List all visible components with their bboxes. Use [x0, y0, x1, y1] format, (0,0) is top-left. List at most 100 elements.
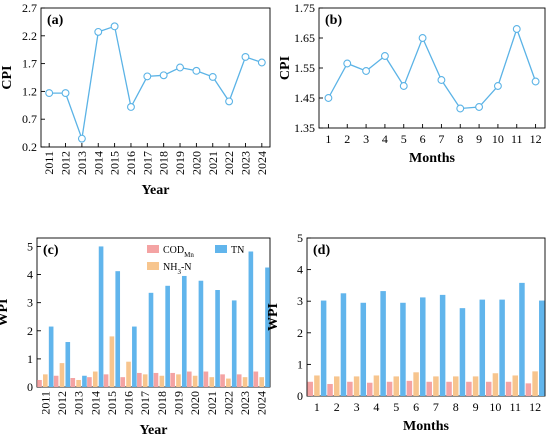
x-tick-label: 2013	[75, 151, 89, 175]
x-tick-label: 2019	[173, 151, 187, 175]
x-tick-label: 2012	[55, 391, 69, 415]
bar-cod	[386, 381, 393, 396]
bar-cod	[466, 381, 472, 396]
bar-nh3	[126, 361, 131, 387]
y-tick-label: 1	[297, 357, 303, 371]
legend-item-cod: CODMn	[147, 245, 194, 259]
x-tick-label: 10	[489, 400, 501, 414]
data-point	[61, 89, 70, 98]
data-point	[127, 103, 135, 111]
plot-frame	[318, 7, 546, 129]
x-tick-label: 2015	[105, 391, 119, 415]
data-point	[208, 72, 217, 81]
bar-tn	[48, 326, 54, 387]
bar-nh3	[92, 371, 98, 387]
y-tick-label: 5	[297, 231, 303, 245]
bar-cod	[87, 377, 92, 387]
y-tick-label: 0.7	[22, 112, 37, 126]
y-axis-title: CPI	[0, 65, 15, 89]
bar-cod	[505, 381, 512, 396]
x-tick-label: 2020	[188, 391, 202, 415]
legend-label: TN	[231, 245, 244, 256]
legend: CODMn TN NH3-N	[147, 245, 244, 276]
bar-tn	[132, 326, 137, 387]
x-tick-label: 1	[314, 400, 320, 414]
x-tick-label: 4	[382, 132, 388, 146]
bar-nh3	[76, 379, 81, 387]
legend-item-tn: TN	[215, 245, 244, 256]
bar-cod	[446, 381, 452, 396]
x-tick-label: 6	[420, 132, 426, 146]
bar-cod	[137, 372, 142, 387]
bar-nh3	[512, 375, 518, 396]
y-tick-label: 2.7	[22, 1, 37, 15]
data-point	[418, 34, 427, 42]
bar-tn	[181, 275, 187, 387]
data-point	[45, 89, 54, 98]
x-tick-label: 2021	[205, 391, 219, 415]
chart-panel-b: 1.351.451.551.651.751 2 3 4 5 6 7 8 9 10 11 12Month…	[278, 1, 546, 166]
plot-frame	[36, 237, 271, 388]
data-point	[176, 63, 184, 72]
bar-nh3	[472, 376, 479, 396]
y-tick-label: 2.2	[22, 29, 37, 43]
y-tick-label: 2	[27, 324, 33, 338]
data-point	[380, 52, 389, 60]
bar-tn	[380, 291, 386, 396]
legend-item-nh3: NH3-N	[147, 262, 192, 276]
x-tick-label: 12	[529, 400, 541, 414]
legend-swatch	[215, 245, 227, 253]
bar-cod	[525, 383, 532, 396]
bar-tn	[248, 251, 254, 387]
data-point	[324, 94, 333, 102]
x-tick-label: 5	[401, 132, 407, 146]
bar-cod	[253, 371, 259, 387]
bar-tn	[479, 299, 486, 396]
bar-nh3	[373, 375, 380, 396]
panel-label: (d)	[313, 243, 330, 258]
data-point	[94, 27, 103, 36]
bar-nh3	[43, 374, 48, 387]
y-tick-label: 2	[297, 326, 303, 340]
x-axis-title: Months	[403, 419, 449, 434]
bar-cod	[426, 381, 432, 396]
plot-frame	[40, 7, 271, 148]
bar-tn	[115, 271, 121, 387]
x-tick-label: 2011	[38, 391, 52, 415]
x-tick-label: 9	[476, 132, 482, 146]
x-tick-label: 2024	[255, 151, 269, 175]
x-tick-label: 6	[413, 400, 419, 414]
series-line	[327, 27, 537, 110]
y-tick-label: 1.45	[294, 91, 315, 105]
bar-nh3	[109, 336, 115, 387]
data-point	[362, 67, 371, 75]
bar-tn	[98, 246, 104, 387]
panel-label: (b)	[325, 13, 342, 28]
x-tick-label: 7	[433, 400, 439, 414]
bar-nh3	[226, 378, 231, 387]
x-tick-label: 12	[530, 132, 542, 146]
bar-nh3	[176, 374, 181, 387]
bar-cod	[236, 374, 242, 387]
x-tick-label: 3	[354, 400, 360, 414]
y-tick-label: 0.2	[22, 140, 37, 154]
x-tick-label: 8	[453, 400, 459, 414]
x-tick-label: 2024	[255, 391, 269, 415]
x-tick-label: 2020	[189, 151, 203, 175]
x-tick-label: 2	[344, 132, 350, 146]
bar-tn	[148, 292, 154, 387]
x-tick-label: 2022	[221, 391, 235, 415]
bar-nh3	[433, 376, 439, 396]
data-point	[531, 77, 540, 86]
x-axis-title: Months	[409, 151, 455, 166]
bar-cod	[186, 371, 192, 387]
legend-label: NH3-N	[163, 262, 192, 276]
x-tick-label: 4	[373, 400, 379, 414]
x-tick-label: 2016	[124, 151, 138, 175]
bar-cod	[307, 381, 313, 396]
y-tick-label: 3	[297, 294, 303, 308]
bar-tn	[499, 299, 505, 396]
bar-cod	[120, 377, 126, 387]
